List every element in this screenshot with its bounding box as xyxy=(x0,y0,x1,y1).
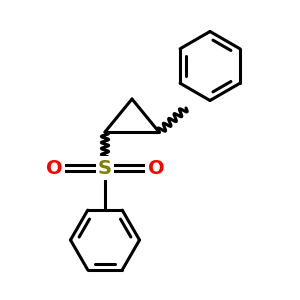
Text: S: S xyxy=(98,158,112,178)
Text: O: O xyxy=(148,158,164,178)
Text: O: O xyxy=(46,158,62,178)
